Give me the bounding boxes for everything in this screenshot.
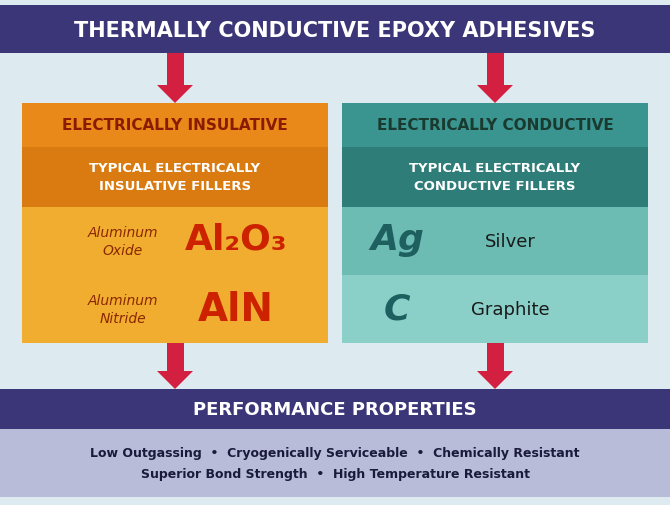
Polygon shape (477, 371, 513, 389)
Text: ELECTRICALLY INSULATIVE: ELECTRICALLY INSULATIVE (62, 118, 288, 133)
Bar (0, 6, 670, 54)
Text: TYPICAL ELECTRICALLY
CONDUCTIVE FILLERS: TYPICAL ELECTRICALLY CONDUCTIVE FILLERS (409, 162, 581, 193)
Bar (167, 54, 184, 86)
Text: Ag: Ag (370, 223, 424, 257)
Bar (342, 208, 648, 275)
Text: AlN: AlN (198, 290, 274, 328)
Polygon shape (157, 371, 193, 389)
Text: Graphite: Graphite (471, 300, 549, 318)
Bar (486, 343, 503, 371)
Text: ELECTRICALLY CONDUCTIVE: ELECTRICALLY CONDUCTIVE (377, 118, 613, 133)
Text: PERFORMANCE PROPERTIES: PERFORMANCE PROPERTIES (193, 400, 477, 418)
Polygon shape (157, 86, 193, 104)
Bar (0, 389, 670, 429)
Bar (22, 147, 328, 208)
Bar (22, 275, 328, 343)
Bar (22, 208, 328, 275)
Text: Al₂O₃: Al₂O₃ (185, 223, 287, 257)
Text: TYPICAL ELECTRICALLY
INSULATIVE FILLERS: TYPICAL ELECTRICALLY INSULATIVE FILLERS (89, 162, 261, 193)
Text: THERMALLY CONDUCTIVE EPOXY ADHESIVES: THERMALLY CONDUCTIVE EPOXY ADHESIVES (74, 21, 596, 41)
Bar (342, 104, 648, 147)
Text: C: C (384, 292, 410, 326)
Bar (22, 104, 328, 147)
Polygon shape (477, 86, 513, 104)
Text: Low Outgassing  •  Cryogenically Serviceable  •  Chemically Resistant
Superior B: Low Outgassing • Cryogenically Serviceab… (90, 446, 580, 480)
Bar (342, 275, 648, 343)
Bar (0, 429, 670, 497)
Text: Aluminum
Oxide: Aluminum Oxide (88, 225, 158, 258)
Text: Aluminum
Nitride: Aluminum Nitride (88, 293, 158, 326)
Text: Silver: Silver (485, 232, 536, 250)
Bar (167, 343, 184, 371)
Bar (342, 147, 648, 208)
Bar (486, 54, 503, 86)
